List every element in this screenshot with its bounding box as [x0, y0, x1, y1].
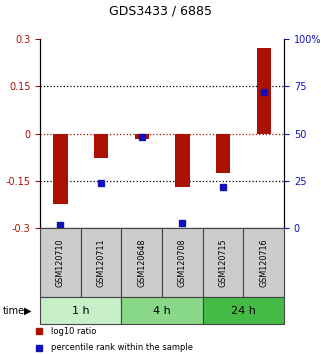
Bar — [134, 134, 149, 139]
Bar — [40, 297, 121, 324]
Bar — [53, 134, 67, 204]
Text: GSM120648: GSM120648 — [137, 239, 146, 287]
Text: 24 h: 24 h — [231, 306, 256, 316]
Text: percentile rank within the sample: percentile rank within the sample — [51, 343, 193, 353]
Text: ▶: ▶ — [23, 306, 31, 316]
Text: 1 h: 1 h — [72, 306, 90, 316]
Bar — [121, 297, 203, 324]
Text: GSM120708: GSM120708 — [178, 239, 187, 287]
Text: GSM120716: GSM120716 — [259, 239, 268, 287]
Bar — [162, 228, 203, 297]
Bar — [257, 48, 271, 134]
Bar — [121, 228, 162, 297]
Text: GSM120710: GSM120710 — [56, 239, 65, 287]
Text: log10 ratio: log10 ratio — [51, 327, 97, 336]
Bar — [81, 228, 121, 297]
Bar — [216, 134, 230, 173]
Text: 4 h: 4 h — [153, 306, 171, 316]
Bar — [243, 228, 284, 297]
Bar — [203, 297, 284, 324]
Bar — [40, 228, 81, 297]
Text: GDS3433 / 6885: GDS3433 / 6885 — [109, 5, 212, 18]
Bar — [94, 134, 108, 158]
Text: time: time — [3, 306, 25, 316]
Bar — [203, 228, 243, 297]
Bar — [175, 134, 189, 187]
Text: GSM120711: GSM120711 — [97, 239, 106, 287]
Text: GSM120715: GSM120715 — [219, 239, 228, 287]
